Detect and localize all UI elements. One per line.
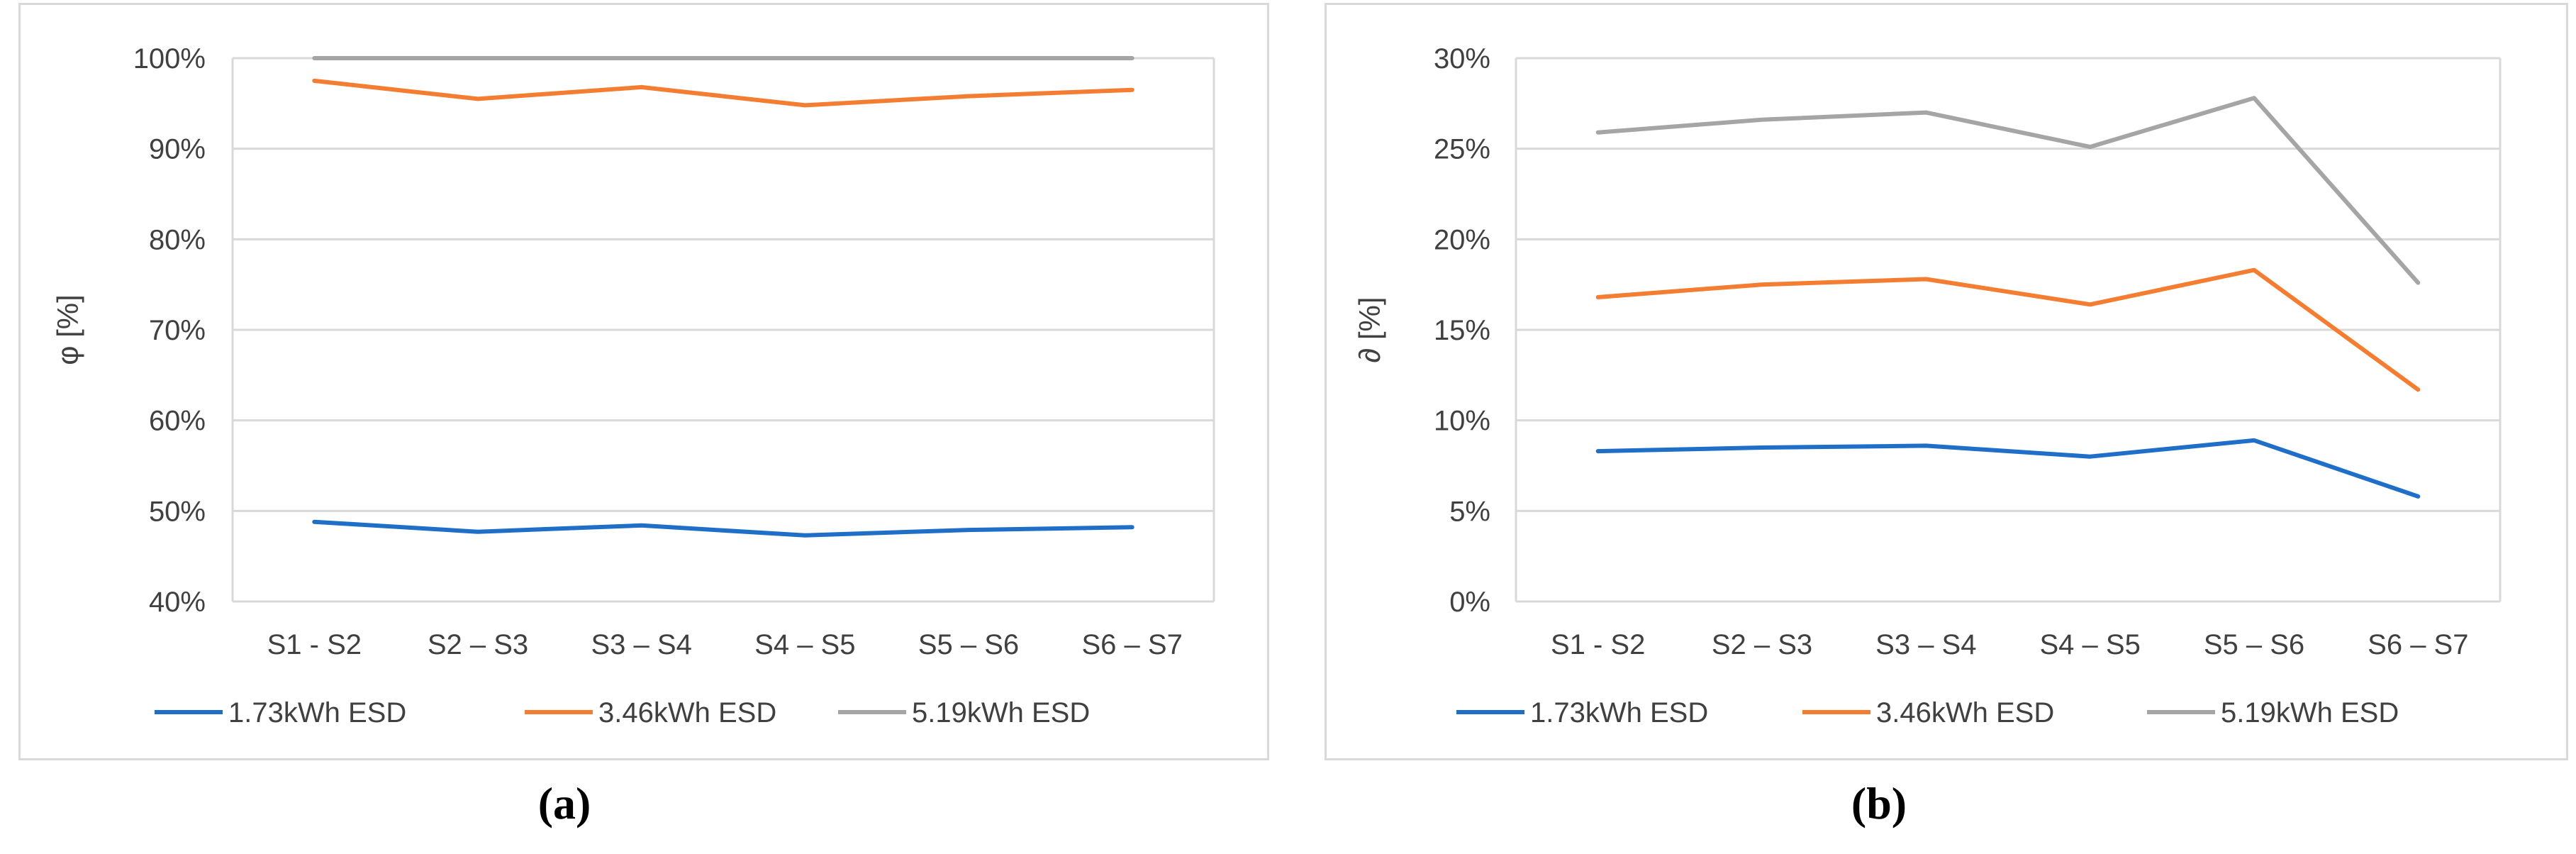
- y-tick-label: 50%: [149, 496, 206, 527]
- chart-panel-a: 40% 50% 60% 70% 80% 90% 100% S1 - S2 S2 – S3 S3 –…: [18, 3, 1269, 828]
- x-tick-label: S3 – S4: [591, 629, 692, 660]
- y-tick-label: 90%: [149, 134, 206, 165]
- line-chart-a: 40% 50% 60% 70% 80% 90% 100% S1 - S2 S2 – S3 S3 –…: [51, 43, 1215, 728]
- y-tick-label: 10%: [1434, 406, 1490, 437]
- x-tick-label: S5 – S6: [918, 629, 1019, 660]
- x-tick-label: S1 - S2: [267, 629, 362, 660]
- y-tick-label: 25%: [1434, 134, 1490, 165]
- line-chart-b: 0% 5% 10% 15% 20% 25% 30% S1 - S2 S2 – S3 S3 – S4…: [1353, 43, 2502, 728]
- y-axis-title: φ [%]: [51, 294, 84, 365]
- legend-label: 3.46kWh ESD: [598, 697, 776, 728]
- x-tick-label: S4 – S5: [2040, 629, 2141, 660]
- series-line-3-46kwh-esd: [1595, 267, 2421, 392]
- y-tick-label: 30%: [1434, 43, 1490, 74]
- legend-label: 1.73kWh ESD: [1530, 697, 1708, 728]
- series-line-1-73kwh-esd: [312, 519, 1134, 538]
- x-tick-label: S3 – S4: [1875, 629, 1976, 660]
- y-axis-title: ∂ [%]: [1353, 296, 1386, 362]
- y-tick-label: 70%: [149, 315, 206, 346]
- y-tick-label: 5%: [1449, 496, 1490, 527]
- y-tick-label: 60%: [149, 406, 206, 437]
- legend-label: 1.73kWh ESD: [228, 697, 406, 728]
- series-line-1-73kwh-esd: [1595, 438, 2421, 499]
- panel-caption-b: (b): [1851, 778, 1907, 828]
- y-tick-label: 20%: [1434, 224, 1490, 255]
- y-tick-label: 15%: [1434, 315, 1490, 346]
- y-tick-label: 100%: [133, 43, 206, 74]
- x-tick-label: S4 – S5: [754, 629, 855, 660]
- chart-panel-b: 0% 5% 10% 15% 20% 25% 30% S1 - S2 S2 – S3 S3 – S4…: [1288, 0, 2576, 854]
- panel-caption-a: (a): [537, 778, 591, 828]
- y-tick-label: 0%: [1449, 587, 1490, 618]
- x-tick-label: S6 – S7: [1082, 629, 1183, 660]
- x-tick-label: S2 – S3: [428, 629, 528, 660]
- y-tick-label: 80%: [149, 224, 206, 255]
- legend-label: 3.46kWh ESD: [1876, 697, 2054, 728]
- chart-frame-b: [1325, 3, 2568, 760]
- x-tick-label: S2 – S3: [1712, 629, 1812, 660]
- series-line-3-46kwh-esd: [312, 78, 1134, 108]
- legend-label: 5.19kWh ESD: [912, 697, 1090, 728]
- y-tick-label: 40%: [149, 587, 206, 618]
- x-tick-label: S6 – S7: [2368, 629, 2468, 660]
- x-tick-label: S5 – S6: [2204, 629, 2304, 660]
- chart-frame-a: [18, 3, 1269, 760]
- x-tick-label: S1 - S2: [1551, 629, 1645, 660]
- legend-label: 5.19kWh ESD: [2221, 697, 2399, 728]
- series-line-5-19kwh-esd: [1595, 96, 2421, 285]
